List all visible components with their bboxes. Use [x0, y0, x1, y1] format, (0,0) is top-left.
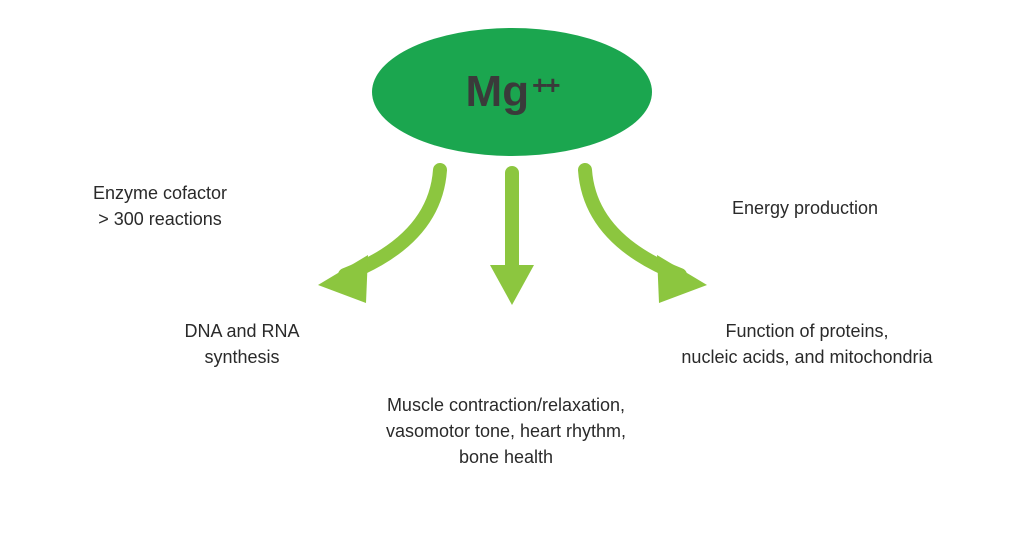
label-dna-line1: DNA and RNA: [132, 318, 352, 344]
label-dna: DNA and RNA synthesis: [132, 318, 352, 370]
central-node: Mg ++: [372, 28, 652, 156]
arrow-right: [555, 155, 755, 315]
label-energy-line1: Energy production: [685, 195, 925, 221]
label-proteins: Function of proteins, nucleic acids, and…: [657, 318, 957, 370]
label-enzyme-line1: Enzyme cofactor: [50, 180, 270, 206]
central-node-superscript: ++: [532, 72, 558, 98]
label-muscle-line2: vasomotor tone, heart rhythm,: [346, 418, 666, 444]
arrow-middle: [480, 165, 544, 315]
central-node-label: Mg ++: [466, 70, 559, 114]
label-energy: Energy production: [685, 195, 925, 221]
label-enzyme: Enzyme cofactor > 300 reactions: [50, 180, 270, 232]
arrow-left: [270, 155, 470, 315]
label-muscle-line3: bone health: [346, 444, 666, 470]
label-proteins-line1: Function of proteins,: [657, 318, 957, 344]
central-node-main-text: Mg: [466, 70, 530, 114]
label-dna-line2: synthesis: [132, 344, 352, 370]
label-enzyme-line2: > 300 reactions: [50, 206, 270, 232]
label-proteins-line2: nucleic acids, and mitochondria: [657, 344, 957, 370]
label-muscle: Muscle contraction/relaxation, vasomotor…: [346, 392, 666, 470]
label-muscle-line1: Muscle contraction/relaxation,: [346, 392, 666, 418]
